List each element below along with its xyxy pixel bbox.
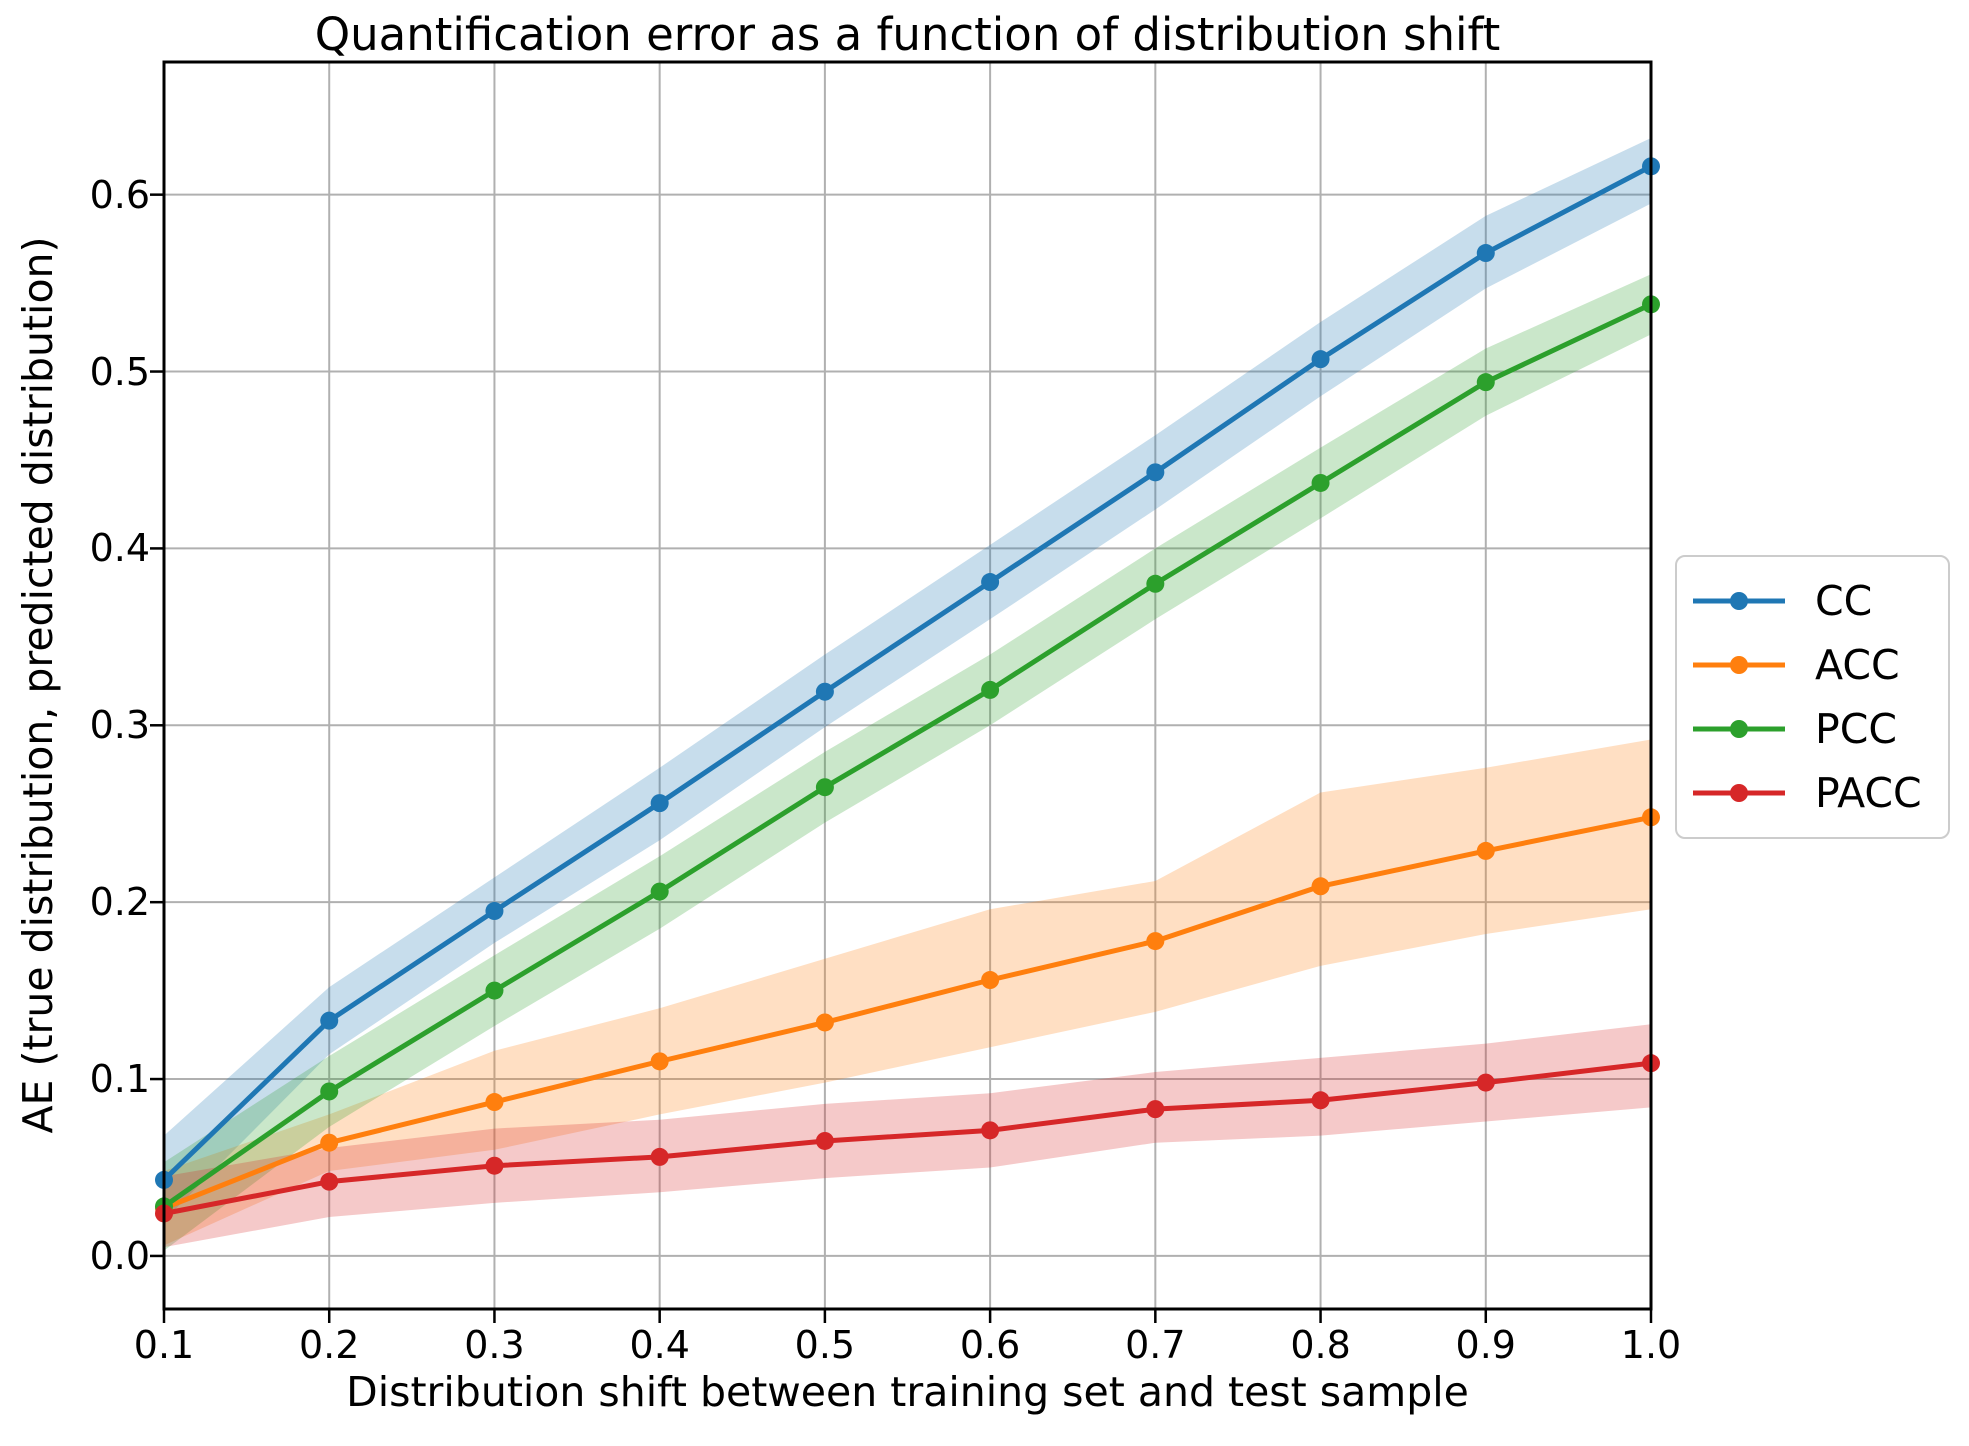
legend-label: CC xyxy=(1815,577,1873,625)
marker-pcc xyxy=(815,778,834,797)
marker-pcc xyxy=(981,680,1000,699)
marker-pacc xyxy=(981,1121,1000,1140)
marker-acc xyxy=(981,971,1000,990)
x-tick-label: 1.0 xyxy=(1620,1323,1682,1367)
legend-entry-acc: ACC xyxy=(1691,633,1932,697)
marker-cc xyxy=(650,794,669,813)
marker-pacc xyxy=(815,1131,834,1150)
marker-cc xyxy=(320,1011,339,1030)
marker-acc xyxy=(485,1093,504,1112)
marker-pcc xyxy=(1476,373,1495,392)
x-tick-label: 0.4 xyxy=(629,1323,690,1367)
marker-pacc xyxy=(650,1147,669,1166)
marker-cc xyxy=(1476,244,1495,263)
y-tick-label: 0.6 xyxy=(89,172,150,217)
marker-acc xyxy=(1146,932,1165,951)
legend: CC ACC PCC PACC xyxy=(1675,555,1950,839)
marker-pacc xyxy=(1311,1091,1330,1110)
legend-entry-pcc: PCC xyxy=(1691,697,1932,761)
x-axis-label: Distribution shift between training set … xyxy=(346,1368,1469,1416)
x-tick-label: 0.2 xyxy=(299,1323,360,1367)
line-pcc xyxy=(161,301,1654,1209)
y-tick-label: 0.1 xyxy=(89,1057,150,1102)
marker-acc xyxy=(320,1133,339,1152)
legend-line-sample xyxy=(1693,784,1785,802)
x-tick-label: 0.3 xyxy=(464,1323,525,1367)
marker-cc xyxy=(1146,463,1165,482)
x-tick-label: 0.9 xyxy=(1455,1323,1516,1367)
y-tick-label: 0.3 xyxy=(89,703,150,748)
legend-line-sample xyxy=(1693,592,1785,610)
legend-label: ACC xyxy=(1815,641,1900,689)
axes-spines xyxy=(162,60,1653,1311)
y-tick-label: 0.0 xyxy=(89,1233,150,1278)
x-tick-label: 0.1 xyxy=(133,1323,195,1367)
chart-title: Quantification error as a function of di… xyxy=(314,8,1501,61)
x-tick-label: 0.8 xyxy=(1290,1323,1351,1367)
marker-pacc xyxy=(1476,1073,1495,1092)
marker-acc xyxy=(815,1013,834,1032)
y-tick-label: 0.4 xyxy=(89,526,150,571)
band-acc xyxy=(164,739,1651,1246)
marker-acc xyxy=(1476,841,1495,860)
y-tick-label: 0.5 xyxy=(89,349,150,394)
marker-pcc xyxy=(1146,574,1165,593)
marker-cc xyxy=(1311,350,1330,369)
y-tick-label: 0.2 xyxy=(89,880,150,925)
legend-label: PACC xyxy=(1815,769,1922,817)
legend-entry-cc: CC xyxy=(1691,569,1932,633)
marker-acc xyxy=(650,1052,669,1071)
x-tick-label: 0.5 xyxy=(794,1323,856,1367)
line-cc xyxy=(161,163,1654,1183)
band-pcc xyxy=(164,274,1651,1251)
line-pacc xyxy=(161,1060,1654,1216)
legend-line-sample xyxy=(1693,656,1785,674)
x-tick-label: 0.7 xyxy=(1125,1323,1186,1367)
line-acc xyxy=(161,814,1654,1211)
band-cc xyxy=(164,138,1651,1221)
legend-line-sample xyxy=(1693,720,1785,738)
marker-pacc xyxy=(320,1172,339,1191)
marker-pacc xyxy=(485,1156,504,1175)
marker-pcc xyxy=(650,882,669,901)
legend-label: PCC xyxy=(1815,705,1897,753)
marker-acc xyxy=(1311,877,1330,896)
marker-pcc xyxy=(485,981,504,1000)
x-tick-label: 0.6 xyxy=(959,1323,1021,1367)
marker-pcc xyxy=(1311,473,1330,492)
marker-cc xyxy=(485,902,504,921)
marker-cc xyxy=(981,573,1000,592)
marker-pacc xyxy=(1146,1100,1165,1119)
marker-cc xyxy=(815,682,834,701)
legend-entry-pacc: PACC xyxy=(1691,761,1932,825)
marker-pcc xyxy=(320,1082,339,1101)
